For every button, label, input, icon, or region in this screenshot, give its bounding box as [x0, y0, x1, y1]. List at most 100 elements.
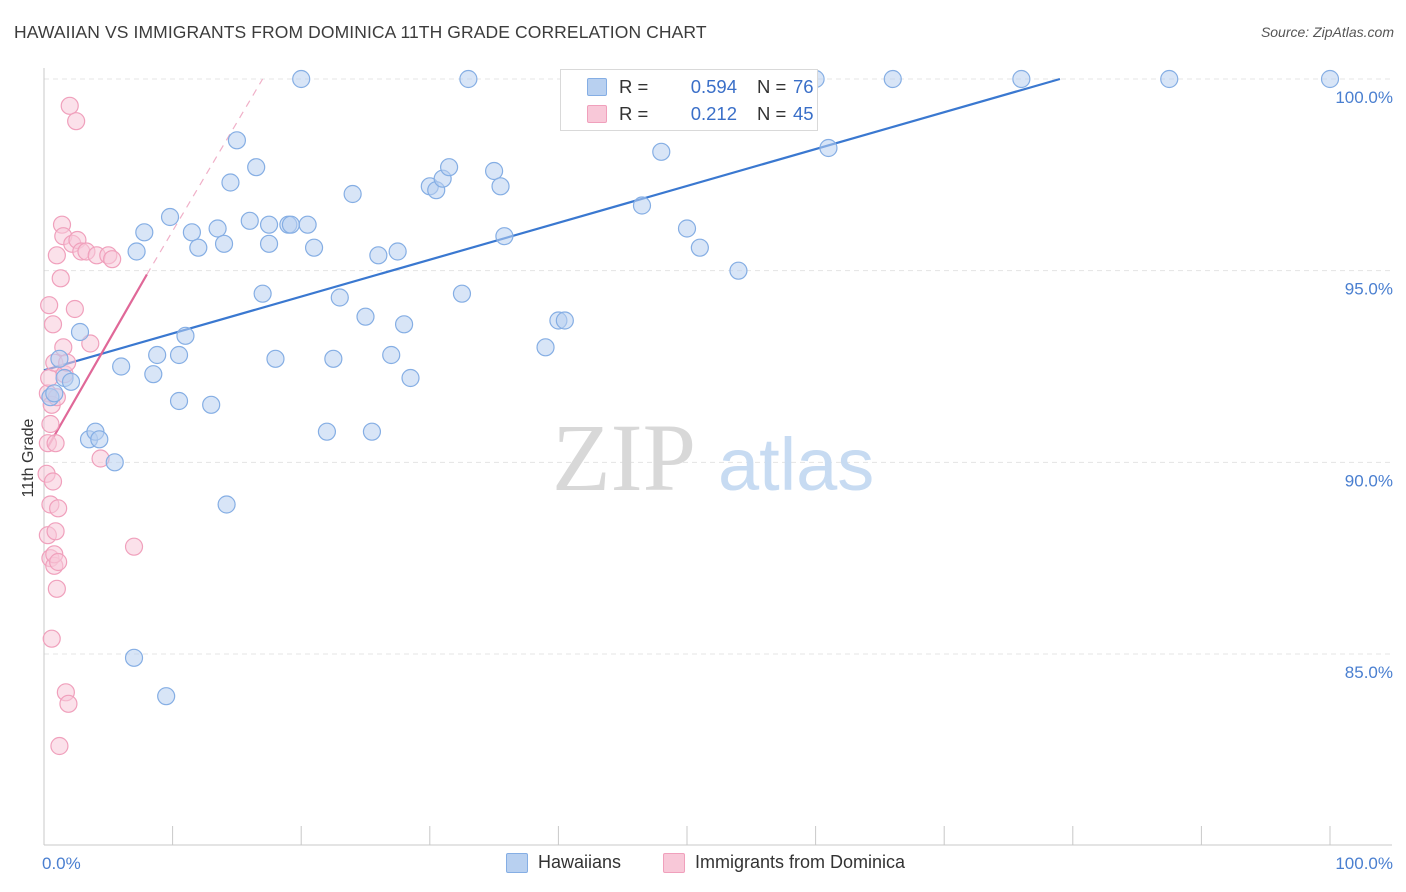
data-point-hawaiians: [690, 238, 709, 257]
data-point-hawaiians: [382, 345, 401, 365]
data-point-dominica: [67, 112, 86, 131]
data-point-dominica: [124, 537, 144, 556]
data-point-hawaiians: [401, 368, 420, 388]
data-point-hawaiians: [362, 422, 382, 441]
legend-n-label: N =: [757, 103, 787, 124]
x-tick-label: 100.0%: [1335, 854, 1393, 873]
data-point-hawaiians: [729, 261, 748, 280]
chart-title: HAWAIIAN VS IMMIGRANTS FROM DOMINICA 11T…: [14, 22, 707, 42]
data-point-hawaiians: [105, 453, 124, 472]
data-point-hawaiians: [70, 322, 90, 342]
data-point-hawaiians: [281, 215, 301, 234]
tick-labels: 85.0% 90.0% 95.0% 100.0% 0.0% 100.0%: [42, 88, 1393, 873]
data-point-hawaiians: [317, 422, 337, 441]
legend-series: Hawaiians Immigrants from Dominica: [0, 851, 1406, 877]
legend-swatch-blue: [506, 853, 528, 873]
grid-lines: [44, 78, 1392, 655]
data-point-hawaiians: [652, 142, 671, 161]
data-point-hawaiians: [217, 495, 236, 514]
data-point-hawaiians: [459, 69, 478, 89]
data-point-hawaiians: [189, 238, 208, 257]
axes: [43, 68, 1392, 846]
data-point-dominica: [43, 472, 63, 491]
data-point-hawaiians: [112, 357, 131, 376]
data-point-hawaiians: [90, 430, 109, 449]
data-point-hawaiians: [266, 349, 285, 368]
data-point-hawaiians: [495, 227, 514, 246]
data-point-dominica: [47, 246, 66, 265]
data-point-hawaiians: [330, 288, 349, 307]
legend-stats: R = 0.594 N = 76 R = 0.212 N = 45: [560, 69, 818, 131]
data-point-hawaiians: [169, 345, 189, 365]
data-point-dominica: [47, 579, 66, 598]
data-point-hawaiians: [883, 69, 902, 89]
legend-r-value: 0.212: [690, 103, 737, 124]
watermark-zip: ZIP: [552, 404, 696, 511]
legend-swatch-pink: [663, 853, 685, 873]
data-point-dominica: [46, 434, 65, 453]
data-point-hawaiians: [50, 349, 69, 368]
data-point-dominica: [60, 96, 79, 115]
legend-label: Hawaiians: [538, 852, 622, 872]
x-tick-label: 0.0%: [42, 854, 81, 873]
data-point-hawaiians: [356, 307, 375, 326]
legend-swatch-pink: [587, 105, 607, 123]
y-tick-label: 85.0%: [1345, 663, 1393, 682]
data-point-hawaiians: [61, 372, 81, 391]
data-point-hawaiians: [259, 215, 279, 234]
points-dominica: [37, 96, 144, 756]
data-point-hawaiians: [157, 687, 176, 706]
data-point-hawaiians: [240, 211, 259, 230]
data-point-hawaiians: [304, 238, 324, 257]
points-hawaiians: [41, 69, 1340, 706]
data-point-dominica: [46, 522, 65, 541]
legend-r-label: R =: [619, 103, 649, 124]
data-point-hawaiians: [324, 349, 343, 368]
data-point-hawaiians: [298, 215, 317, 234]
data-point-hawaiians: [1160, 69, 1179, 89]
data-point-hawaiians: [439, 158, 459, 177]
data-point-dominica: [65, 299, 84, 319]
trend-lines: [43, 77, 1061, 448]
legend-n-label: N =: [757, 76, 787, 97]
data-point-hawaiians: [160, 207, 180, 227]
data-point-hawaiians: [182, 223, 201, 242]
data-point-dominica: [51, 269, 70, 288]
legend-n-value: 76: [793, 76, 814, 97]
data-point-hawaiians: [485, 161, 504, 181]
data-point-hawaiians: [369, 246, 388, 265]
data-point-hawaiians: [247, 158, 266, 177]
data-point-hawaiians: [292, 69, 311, 89]
data-point-dominica: [40, 368, 59, 388]
data-point-hawaiians: [452, 284, 472, 303]
data-point-dominica: [81, 334, 100, 353]
legend-label: Immigrants from Dominica: [695, 852, 906, 872]
data-point-dominica: [40, 296, 59, 315]
source-label: Source: ZipAtlas.com: [1260, 24, 1394, 40]
legend-r-value: 0.594: [690, 76, 737, 97]
data-point-hawaiians: [208, 219, 227, 238]
data-point-hawaiians: [135, 223, 154, 242]
data-point-hawaiians: [45, 384, 64, 403]
legend-n-value: 45: [793, 103, 814, 124]
data-point-dominica: [41, 414, 60, 434]
data-point-dominica: [42, 629, 61, 648]
trend-line-dominica: [46, 273, 148, 448]
data-point-hawaiians: [1320, 69, 1340, 89]
data-point-hawaiians: [148, 345, 167, 365]
y-tick-label: 95.0%: [1345, 280, 1393, 299]
y-axis-label: 11th Grade: [20, 418, 37, 497]
legend-r-label: R =: [619, 76, 649, 97]
data-point-hawaiians: [253, 284, 272, 303]
data-point-hawaiians: [388, 242, 407, 261]
data-point-dominica: [50, 736, 69, 756]
data-point-hawaiians: [343, 184, 362, 204]
data-point-hawaiians: [169, 391, 189, 411]
data-point-hawaiians: [124, 648, 144, 667]
y-tick-label: 90.0%: [1345, 471, 1393, 490]
data-point-dominica: [49, 499, 68, 518]
data-point-dominica: [59, 694, 78, 713]
y-tick-label: 100.0%: [1335, 88, 1393, 107]
data-point-hawaiians: [555, 311, 574, 330]
